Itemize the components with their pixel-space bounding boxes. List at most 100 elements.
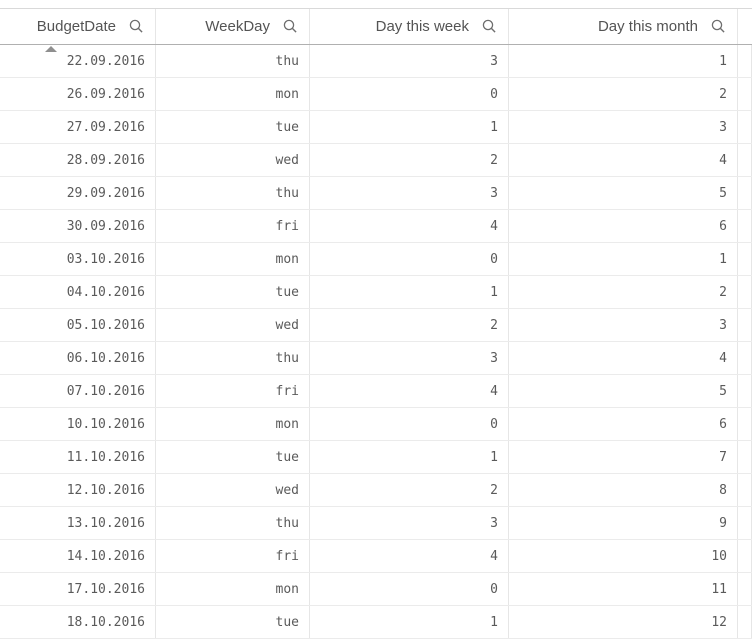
search-icon[interactable] — [711, 19, 726, 34]
cell-weekday[interactable]: mon — [156, 408, 310, 440]
cell-day-this-month[interactable]: 3 — [509, 111, 738, 143]
cell-day-this-week[interactable]: 4 — [310, 375, 509, 407]
cell-budgetdate[interactable]: 11.10.2016 — [0, 441, 156, 473]
cell-budgetdate[interactable]: 17.10.2016 — [0, 573, 156, 605]
cell-budgetdate[interactable]: 03.10.2016 — [0, 243, 156, 275]
cell-budgetdate[interactable]: 28.09.2016 — [0, 144, 156, 176]
table-row: 17.10.2016 mon 0 11 — [0, 573, 752, 606]
search-icon[interactable] — [283, 19, 298, 34]
cell-budgetdate[interactable]: 10.10.2016 — [0, 408, 156, 440]
table-row: 06.10.2016 thu 3 4 — [0, 342, 752, 375]
column-header-day-this-week[interactable]: Day this week — [310, 9, 509, 44]
cell-overflow — [738, 375, 752, 407]
column-header-label: Day this month — [597, 18, 698, 35]
cell-day-this-month[interactable]: 3 — [509, 309, 738, 341]
cell-day-this-week[interactable]: 2 — [310, 474, 509, 506]
cell-day-this-week[interactable]: 2 — [310, 309, 509, 341]
cell-weekday[interactable]: tue — [156, 606, 310, 638]
cell-overflow — [738, 177, 752, 209]
cell-day-this-week[interactable]: 1 — [310, 606, 509, 638]
cell-day-this-month[interactable]: 5 — [509, 177, 738, 209]
search-icon[interactable] — [482, 19, 497, 34]
cell-overflow — [738, 342, 752, 374]
cell-day-this-week[interactable]: 2 — [310, 144, 509, 176]
table-row: 28.09.2016 wed 2 4 — [0, 144, 752, 177]
cell-budgetdate[interactable]: 13.10.2016 — [0, 507, 156, 539]
cell-day-this-month[interactable]: 4 — [509, 342, 738, 374]
cell-weekday[interactable]: mon — [156, 78, 310, 110]
cell-weekday[interactable]: mon — [156, 573, 310, 605]
cell-day-this-week[interactable]: 0 — [310, 78, 509, 110]
cell-weekday[interactable]: tue — [156, 441, 310, 473]
cell-weekday[interactable]: fri — [156, 210, 310, 242]
cell-day-this-month[interactable]: 11 — [509, 573, 738, 605]
table-row: 27.09.2016 tue 1 3 — [0, 111, 752, 144]
cell-weekday[interactable]: mon — [156, 243, 310, 275]
cell-budgetdate[interactable]: 06.10.2016 — [0, 342, 156, 374]
cell-day-this-month[interactable]: 1 — [509, 243, 738, 275]
cell-day-this-month[interactable]: 12 — [509, 606, 738, 638]
cell-day-this-month[interactable]: 9 — [509, 507, 738, 539]
column-header-weekday[interactable]: WeekDay — [156, 9, 310, 44]
cell-day-this-week[interactable]: 0 — [310, 243, 509, 275]
table-row: 22.09.2016 thu 3 1 — [0, 45, 752, 78]
table-row: 26.09.2016 mon 0 2 — [0, 78, 752, 111]
cell-overflow — [738, 243, 752, 275]
table-row: 10.10.2016 mon 0 6 — [0, 408, 752, 441]
cell-overflow — [738, 210, 752, 242]
table-row: 03.10.2016 mon 0 1 — [0, 243, 752, 276]
cell-day-this-week[interactable]: 3 — [310, 177, 509, 209]
cell-weekday[interactable]: thu — [156, 45, 310, 77]
cell-day-this-month[interactable]: 8 — [509, 474, 738, 506]
cell-day-this-month[interactable]: 2 — [509, 78, 738, 110]
cell-overflow — [738, 144, 752, 176]
cell-budgetdate[interactable]: 07.10.2016 — [0, 375, 156, 407]
table-row: 18.10.2016 tue 1 12 — [0, 606, 752, 639]
cell-budgetdate[interactable]: 18.10.2016 — [0, 606, 156, 638]
cell-weekday[interactable]: wed — [156, 474, 310, 506]
cell-day-this-month[interactable]: 6 — [509, 210, 738, 242]
cell-day-this-week[interactable]: 4 — [310, 210, 509, 242]
cell-day-this-month[interactable]: 1 — [509, 45, 738, 77]
cell-day-this-month[interactable]: 10 — [509, 540, 738, 572]
cell-day-this-month[interactable]: 5 — [509, 375, 738, 407]
cell-budgetdate[interactable]: 04.10.2016 — [0, 276, 156, 308]
cell-day-this-week[interactable]: 4 — [310, 540, 509, 572]
cell-budgetdate[interactable]: 26.09.2016 — [0, 78, 156, 110]
cell-day-this-week[interactable]: 1 — [310, 111, 509, 143]
cell-budgetdate[interactable]: 22.09.2016 — [0, 45, 156, 77]
cell-weekday[interactable]: thu — [156, 342, 310, 374]
cell-day-this-month[interactable]: 7 — [509, 441, 738, 473]
cell-weekday[interactable]: fri — [156, 375, 310, 407]
column-header-day-this-month[interactable]: Day this month — [509, 9, 738, 44]
cell-overflow — [738, 276, 752, 308]
cell-overflow — [738, 45, 752, 77]
cell-day-this-week[interactable]: 3 — [310, 342, 509, 374]
cell-budgetdate[interactable]: 29.09.2016 — [0, 177, 156, 209]
cell-day-this-week[interactable]: 0 — [310, 408, 509, 440]
cell-budgetdate[interactable]: 30.09.2016 — [0, 210, 156, 242]
cell-day-this-month[interactable]: 6 — [509, 408, 738, 440]
cell-weekday[interactable]: tue — [156, 111, 310, 143]
cell-budgetdate[interactable]: 05.10.2016 — [0, 309, 156, 341]
cell-weekday[interactable]: tue — [156, 276, 310, 308]
cell-weekday[interactable]: fri — [156, 540, 310, 572]
cell-day-this-week[interactable]: 3 — [310, 507, 509, 539]
cell-budgetdate[interactable]: 27.09.2016 — [0, 111, 156, 143]
column-header-budgetdate[interactable]: BudgetDate — [0, 9, 156, 44]
cell-day-this-week[interactable]: 1 — [310, 441, 509, 473]
cell-weekday[interactable]: thu — [156, 507, 310, 539]
cell-day-this-month[interactable]: 2 — [509, 276, 738, 308]
cell-weekday[interactable]: thu — [156, 177, 310, 209]
cell-day-this-week[interactable]: 1 — [310, 276, 509, 308]
cell-day-this-week[interactable]: 0 — [310, 573, 509, 605]
cell-budgetdate[interactable]: 12.10.2016 — [0, 474, 156, 506]
cell-weekday[interactable]: wed — [156, 309, 310, 341]
cell-day-this-month[interactable]: 4 — [509, 144, 738, 176]
cell-budgetdate[interactable]: 14.10.2016 — [0, 540, 156, 572]
table-row: 29.09.2016 thu 3 5 — [0, 177, 752, 210]
cell-day-this-week[interactable]: 3 — [310, 45, 509, 77]
search-icon[interactable] — [129, 19, 144, 34]
cell-weekday[interactable]: wed — [156, 144, 310, 176]
column-header-overflow — [738, 9, 752, 44]
